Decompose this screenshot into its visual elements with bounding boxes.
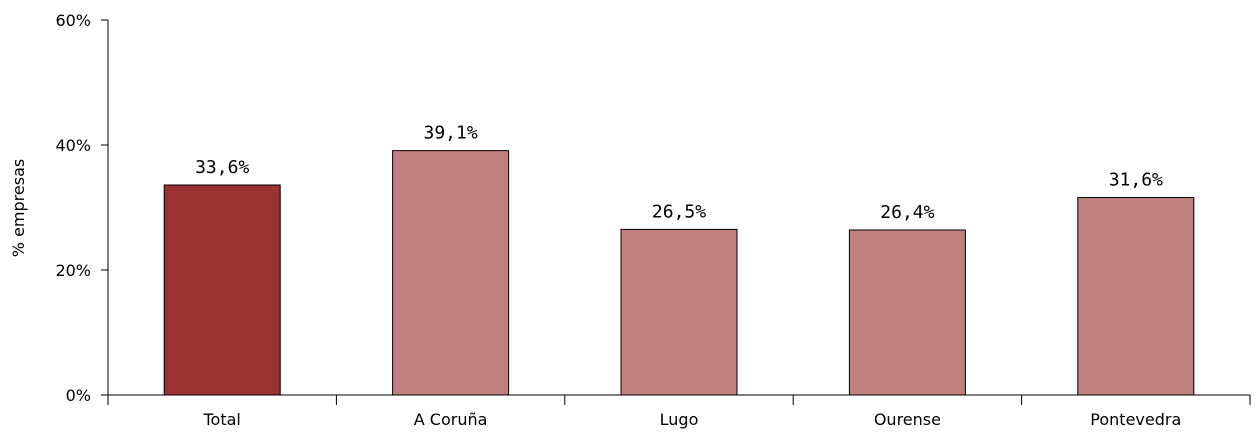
y-tick-label: 20% bbox=[55, 261, 91, 280]
bar-2 bbox=[620, 228, 738, 396]
bar-3 bbox=[848, 229, 966, 396]
data-label: 39,1% bbox=[424, 123, 478, 144]
data-label: 31,6% bbox=[1109, 170, 1163, 191]
data-labels: 33,6% 39,1% 26,5% 26,4% 31,6% bbox=[195, 123, 1163, 223]
bar-0 bbox=[163, 184, 281, 396]
data-label: 33,6% bbox=[195, 157, 249, 178]
bar-4 bbox=[1077, 197, 1195, 396]
bars bbox=[163, 150, 1195, 396]
x-axis: Total A Coruña Lugo Ourense Pontevedra bbox=[107, 394, 1251, 429]
y-axis-title: % empresas bbox=[9, 159, 28, 257]
y-tick-label: 0% bbox=[66, 386, 91, 405]
x-tick-label: A Coruña bbox=[414, 410, 488, 429]
y-tick-label: 60% bbox=[55, 11, 91, 30]
x-tick-label: Ourense bbox=[874, 410, 941, 429]
bar-1 bbox=[392, 150, 510, 396]
data-label: 26,5% bbox=[652, 201, 706, 222]
x-tick-label: Lugo bbox=[660, 410, 699, 429]
x-tick-label: Pontevedra bbox=[1090, 410, 1181, 429]
y-axis: 0% 20% 40% 60% bbox=[55, 11, 109, 405]
data-label: 26,4% bbox=[880, 202, 934, 223]
y-tick-label: 40% bbox=[55, 136, 91, 155]
x-tick-label: Total bbox=[203, 410, 241, 429]
